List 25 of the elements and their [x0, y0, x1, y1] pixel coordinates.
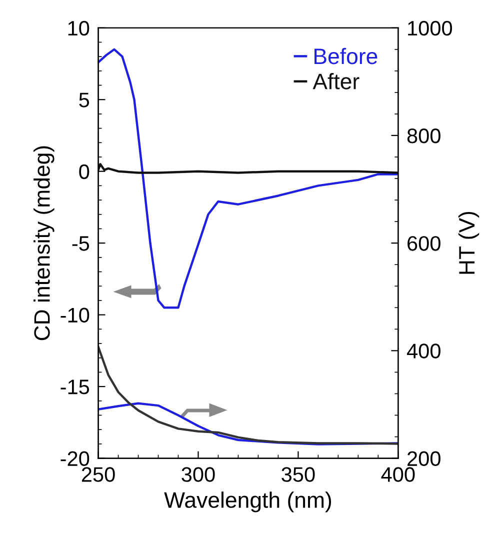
x-tick-label: 300	[182, 467, 215, 482]
line-series	[98, 48, 398, 309]
y2-tick-label: 400	[406, 344, 440, 358]
x-tick-label: 400	[381, 467, 415, 482]
legend-label: After	[312, 73, 360, 90]
x-tick-label: 250	[82, 467, 115, 482]
y2-tick-label: 800	[407, 128, 440, 144]
line-series	[98, 163, 398, 174]
y-tick-label: -5	[72, 236, 90, 251]
y-tick-label: -10	[60, 308, 90, 323]
line-series	[98, 402, 398, 446]
line-series	[98, 346, 398, 445]
y-tick-label: 10	[68, 20, 90, 36]
y-tick-label: -15	[60, 380, 90, 394]
y2-tick-label: 200	[408, 451, 440, 466]
y-axis-title: CD intensity (mdeg)	[34, 146, 54, 340]
legend-label: Before	[314, 48, 378, 64]
x-tick-label: 350	[282, 467, 315, 482]
x-axis-title: Wavelength (nm)	[164, 492, 332, 512]
y2-tick-label: 600	[408, 236, 440, 251]
y2-axis-title: HT (V)	[458, 212, 480, 274]
y-tick-label: -20	[60, 451, 90, 466]
y-tick-label: 0	[79, 164, 90, 180]
y2-tick-label: 1000	[408, 20, 452, 36]
y-tick-label: 5	[79, 92, 90, 108]
